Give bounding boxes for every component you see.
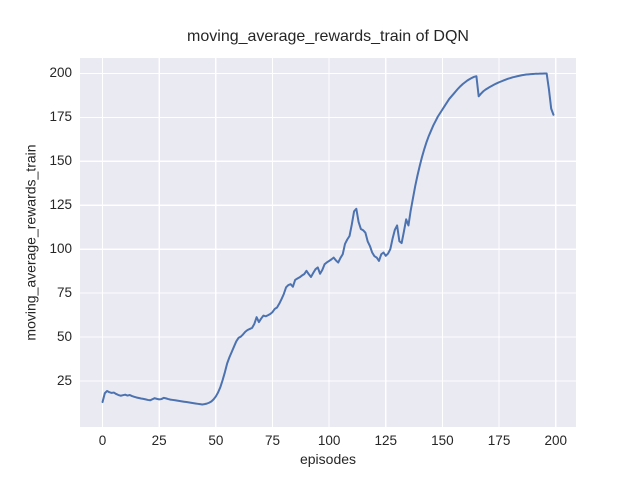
chart-canvas <box>80 58 576 427</box>
y-tick-label: 50 <box>56 329 72 345</box>
x-tick-label: 25 <box>151 433 167 448</box>
x-tick-label: 150 <box>431 433 454 448</box>
x-tick-label: 100 <box>317 433 341 448</box>
x-tick-label: 0 <box>98 433 107 448</box>
y-tick-label: 100 <box>49 241 72 257</box>
x-tick-label: 50 <box>208 433 224 448</box>
y-tick-label: 75 <box>56 285 72 301</box>
x-tick-label: 175 <box>487 433 511 448</box>
reward-series-line <box>101 72 555 406</box>
y-axis-label: moving_average_rewards_train <box>22 144 39 341</box>
y-tick-label: 175 <box>49 109 72 125</box>
plot-title: moving_average_rewards_train of DQN <box>187 28 469 45</box>
x-tick-label: 125 <box>374 433 398 448</box>
y-tick-label: 150 <box>49 153 72 169</box>
grid-lines <box>80 58 576 427</box>
y-tick-label: 200 <box>49 65 72 81</box>
plot-area <box>80 58 576 427</box>
y-tick-label: 25 <box>56 372 72 388</box>
y-tick-label: 125 <box>49 197 72 213</box>
x-tick-label: 200 <box>544 433 567 448</box>
x-tick-label: 75 <box>264 433 280 448</box>
x-axis-label: episodes <box>299 451 357 467</box>
